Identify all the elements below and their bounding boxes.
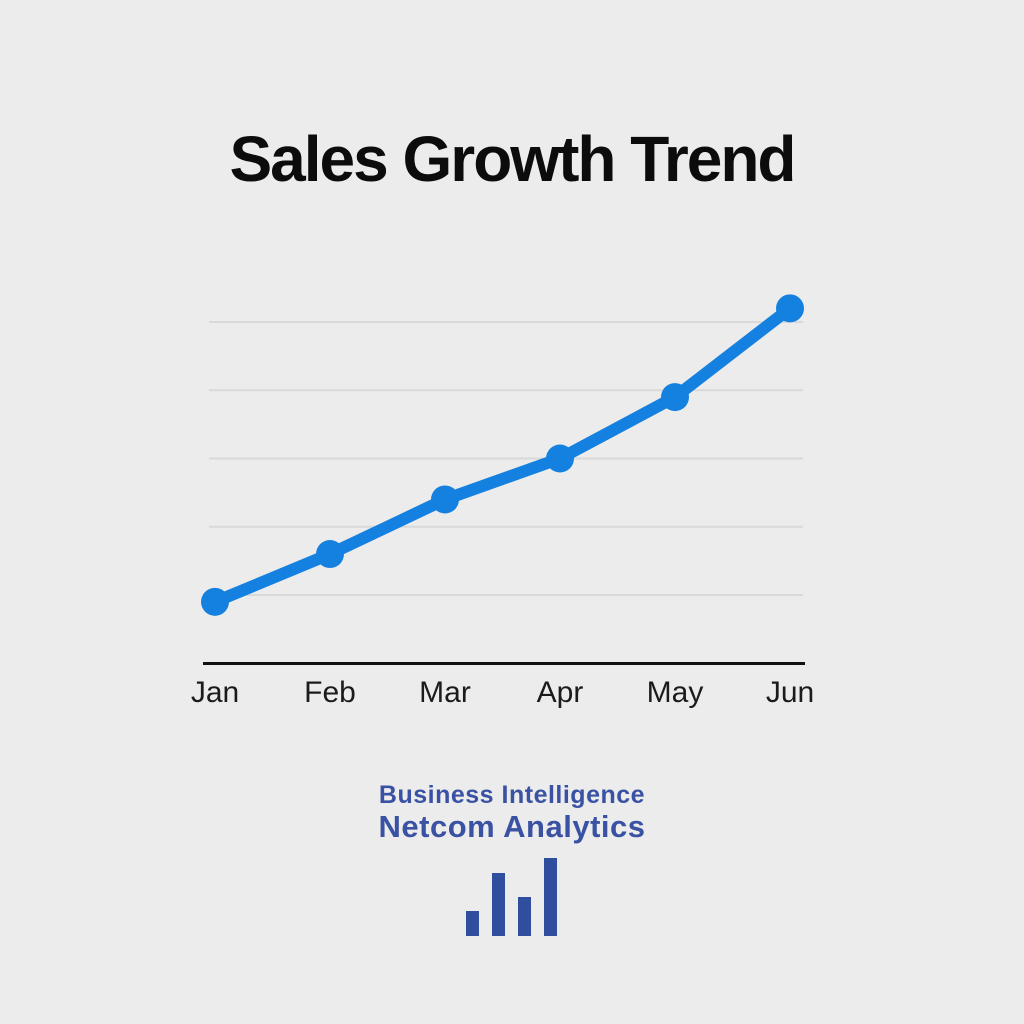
branding-block: Business Intelligence Netcom Analytics	[0, 781, 1024, 844]
logo-bar	[466, 911, 479, 936]
x-axis-label: Jun	[765, 676, 815, 709]
data-point-marker	[316, 540, 344, 569]
logo-bar	[518, 897, 531, 936]
branding-company-name: Netcom Analytics	[378, 808, 646, 844]
x-axis-label: Feb	[304, 676, 356, 709]
logo-bar	[492, 873, 505, 936]
data-point-marker	[431, 485, 459, 514]
x-axis-label: Jan	[190, 676, 240, 709]
x-axis-label: Apr	[536, 676, 584, 709]
branding-tagline: Business Intelligence	[378, 781, 646, 809]
x-axis-labels: Jan Feb Mar Apr May Jun	[0, 676, 1024, 716]
x-axis-label: Mar	[419, 676, 471, 709]
data-point-marker	[546, 444, 574, 473]
data-point-marker	[776, 294, 804, 323]
chart-title: Sales Growth Trend	[229, 123, 796, 195]
x-axis-label: May	[646, 676, 704, 709]
bar-chart-icon	[466, 858, 558, 936]
data-point-marker	[201, 587, 229, 616]
data-point-marker	[661, 383, 689, 412]
trend-line	[209, 302, 796, 608]
logo-bar	[544, 858, 557, 936]
